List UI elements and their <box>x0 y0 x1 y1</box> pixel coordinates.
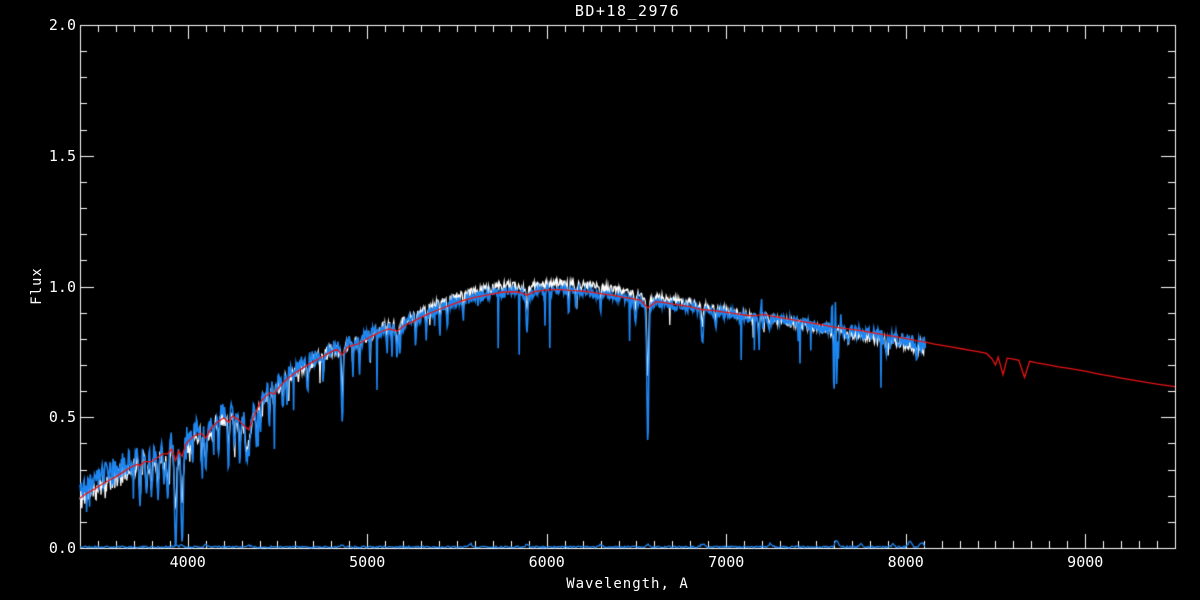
x-tick-label: 5000 <box>349 553 386 571</box>
x-tick-label: 4000 <box>169 553 206 571</box>
y-tick-label: 1.5 <box>48 146 76 165</box>
y-tick-label: 1.0 <box>48 277 76 296</box>
y-tick-label: 2.0 <box>48 16 76 34</box>
x-tick-label: 9000 <box>1067 553 1104 571</box>
x-tick-label: 6000 <box>528 553 565 571</box>
y-tick-label: 0.0 <box>48 539 76 557</box>
x-tick-label: 7000 <box>708 553 745 571</box>
x-axis-title: Wavelength, A <box>566 576 689 592</box>
chart-title: BD+18_2976 <box>574 2 681 20</box>
y-tick-label: 0.5 <box>48 408 76 427</box>
x-tick-label: 8000 <box>887 553 924 571</box>
